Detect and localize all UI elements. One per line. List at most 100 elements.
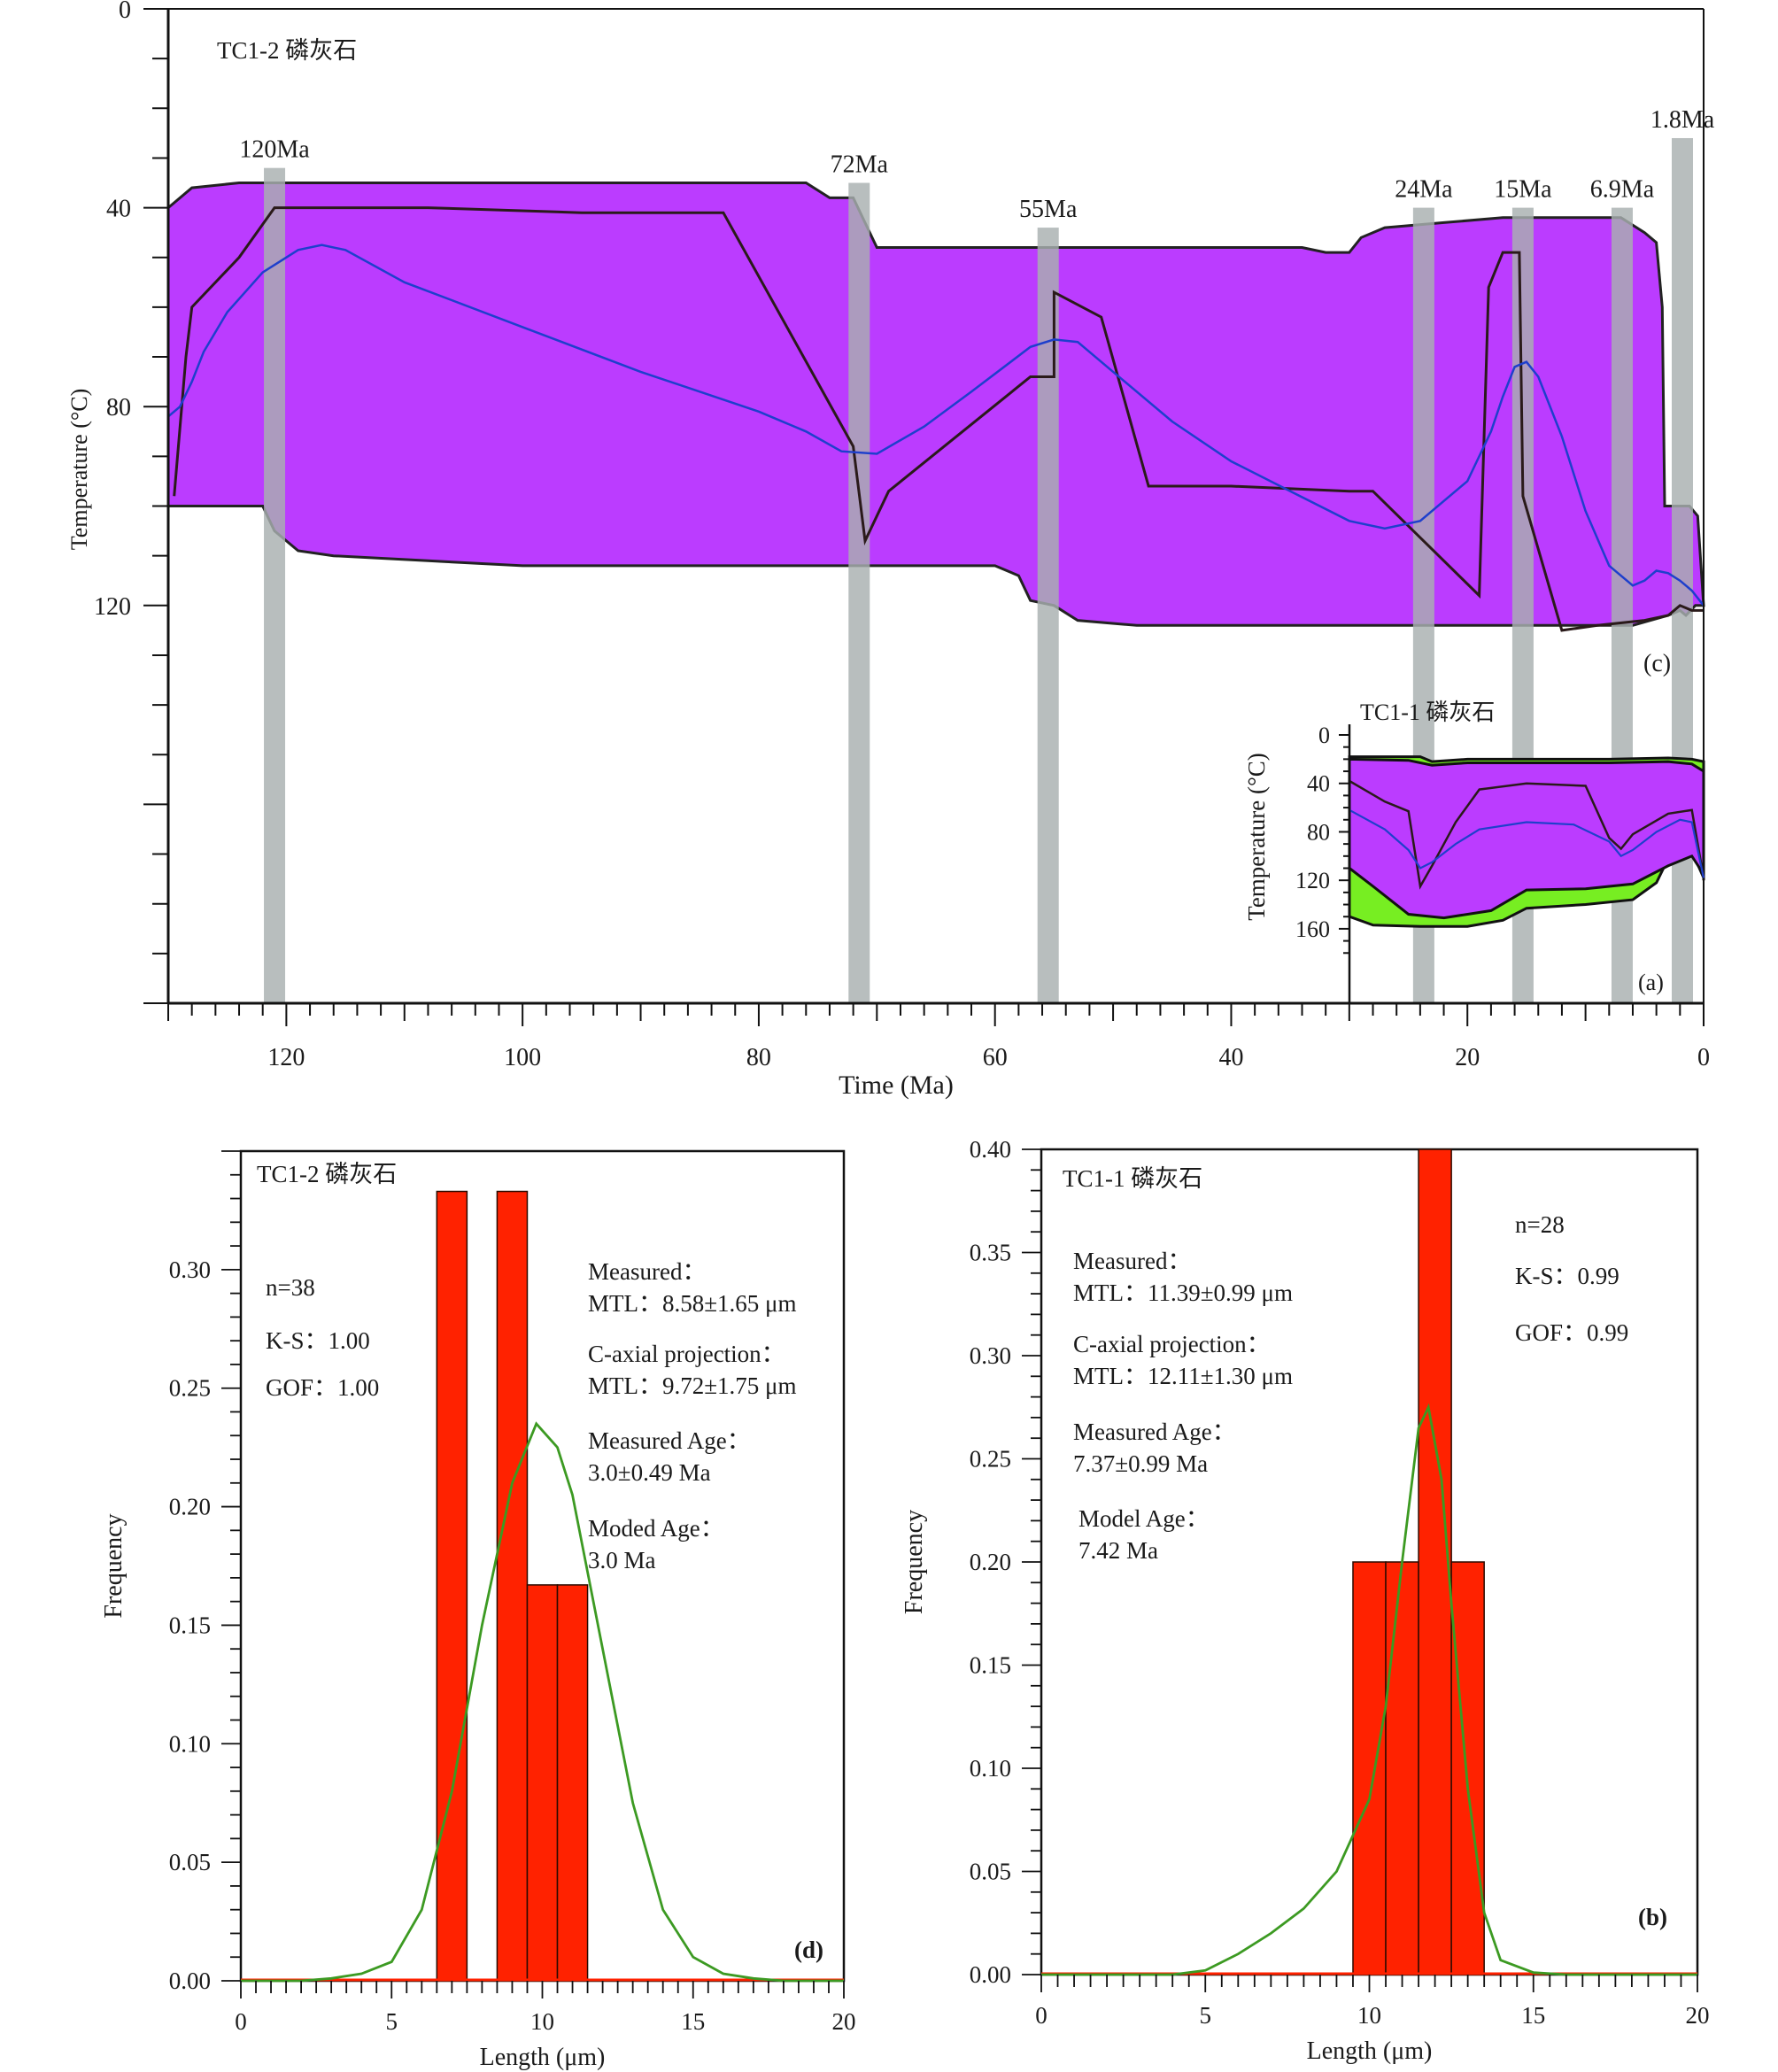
inset-y-tick-label: 0 [1318,723,1330,748]
acceptable-fit-envelope [166,182,1705,627]
x-tick-label: 20 [1686,2002,1710,2029]
y-tick-label: 0.20 [970,1549,1011,1575]
stats-right-line: MTL：9.72±1.75 μm [588,1372,797,1399]
stats-right-line: Measured： [588,1258,706,1285]
inset-y-tick-label: 160 [1295,916,1330,942]
stats-left-line: K-S：1.00 [266,1327,370,1354]
stats-left-line: Model Age： [1078,1505,1210,1532]
y-axis-title-c: Temperature (°C) [66,389,92,551]
event-bar [848,182,870,1003]
panel-c-title: TC1-2 磷灰石 [217,37,357,64]
x-tick-label: 15 [681,2008,705,2035]
stats-left-line: Measured Age： [1073,1419,1236,1445]
inset-y-tick-label: 40 [1307,771,1330,797]
time-temperature-paths [167,206,1705,632]
thermal-history-panel-c: 120Ma 72Ma 55Ma 24Ma 15Ma 6.9Ma 1.8Ma 120 100 80… [66,0,1715,1100]
y-tick-label: 0 [119,0,131,24]
y-tick-label: 0.40 [970,1136,1011,1163]
y-tick-label: 40 [106,196,131,223]
panel-title: TC1-2 磷灰石 [257,1161,397,1187]
x-tick-label: 5 [386,2008,398,2035]
stats-left-line: MTL：11.39±0.99 μm [1073,1280,1293,1306]
histogram-panel-d: 0 5 10 15 20 0.00 0.05 0.10 0.15 0.20 0.25 0.30 Leng… [100,1149,856,2071]
stats-right-line: Measured Age： [588,1427,751,1454]
tick-marks-a: 0 40 80 120 160 [1295,723,1349,955]
stats-right-line: C-axial projection： [588,1341,785,1367]
histogram-panel-b: 0 5 10 15 20 0.00 0.05 0.10 0.15 0.20 0.25 0.30 0.35… [901,1136,1710,2065]
stats-left-line: n=38 [266,1274,315,1301]
stats-right-line: K-S：0.99 [1515,1263,1620,1289]
stats-left-line: GOF：1.00 [266,1374,379,1401]
y-tick-label: 0.05 [169,1849,211,1875]
y-tick-label: 0.15 [169,1612,211,1638]
panel-title: TC1-1 磷灰石 [1063,1165,1202,1192]
event-label: 72Ma [831,151,889,179]
inset-y-tick-label: 80 [1307,819,1330,845]
inset-best-fit-path [1349,808,1705,878]
y-axis-title-a: Temperature (°C) [1243,753,1270,921]
x-tick-label: 5 [1200,2002,1212,2029]
best-fit-path [167,244,1705,607]
y-tick-label: 0.35 [970,1240,1011,1266]
x-axis-title: Length (μm) [1307,2037,1433,2065]
inset-y-tick-label: 120 [1295,868,1330,893]
y-tick-label: 0.10 [169,1730,211,1757]
inset-panel-a: 0 40 80 120 160 TC1-1 磷灰石 (a) Temperature (°… [1243,700,1705,1003]
panel-tag: (d) [794,1937,823,1963]
x-tick-label: 20 [832,2008,856,2035]
x-tick-label: 10 [1357,2002,1381,2029]
stats-right-line: GOF：0.99 [1515,1319,1628,1346]
x-tick-label: 15 [1521,2002,1545,2029]
x-tick-label: 80 [746,1044,771,1071]
event-label: 24Ma [1395,176,1453,204]
histogram-bar [1352,1561,1387,1975]
inset-acceptable-envelope [1348,757,1705,920]
y-tick-label: 0.30 [970,1342,1011,1369]
inset-sample-path [1349,779,1705,890]
histogram-bar [1450,1561,1485,1975]
y-tick-label: 80 [106,394,131,421]
histogram-bar [556,1584,589,1982]
y-tick-label: 0.25 [169,1375,211,1402]
stats-right-line: n=28 [1515,1211,1565,1238]
histogram-bar [1385,1561,1419,1975]
y-axis-title: Frequency [100,1513,128,1618]
stats-left-line: 7.42 Ma [1078,1537,1158,1564]
event-label: 1.8Ma [1650,106,1715,134]
panel-a-tag: (a) [1638,970,1664,995]
stats-left-line: 7.37±0.99 Ma [1073,1450,1208,1477]
x-axis-title: Length (μm) [480,2044,606,2071]
event-bar [264,167,286,1003]
x-tick-label: 60 [983,1044,1008,1071]
panel-tag: (b) [1638,1904,1667,1930]
tick-marks-c [143,8,1705,1026]
x-tick-label: 0 [1697,1044,1710,1071]
y-tick-label: 0.00 [169,1968,211,1994]
histogram-bar [1418,1148,1452,1975]
stats-right-line: Moded Age： [588,1515,724,1542]
stats-left-line: Measured： [1073,1248,1191,1274]
event-label: 6.9Ma [1590,176,1655,204]
x-tick-label: 10 [530,2008,554,2035]
y-tick-label: 120 [94,593,131,621]
y-tick-label: 0.05 [970,1859,1011,1885]
stats-right-line: MTL：8.58±1.65 μm [588,1290,797,1317]
model-curve [1041,1403,1697,1976]
y-tick-label: 0.25 [970,1446,1011,1473]
panel-c-tag: (c) [1643,650,1671,677]
sample-path [173,206,1704,632]
y-tick-label: 0.00 [970,1961,1011,1988]
y-tick-label: 0.30 [169,1256,211,1283]
histogram-bar [526,1584,559,1982]
tick-labels-c: 120 100 80 60 40 20 0 0 40 80 120 [94,0,1710,1071]
x-tick-label: 100 [504,1044,541,1071]
panel-a-title: TC1-1 磷灰石 [1360,700,1495,725]
stats-right-line: 3.0 Ma [588,1547,656,1573]
x-tick-label: 40 [1218,1044,1243,1071]
histogram-bar [436,1190,468,1982]
x-axis-title-c: Time (Ma) [839,1071,954,1100]
model-curve [241,1421,844,1983]
x-tick-label: 0 [1035,2002,1047,2029]
event-label: 120Ma [239,136,310,164]
